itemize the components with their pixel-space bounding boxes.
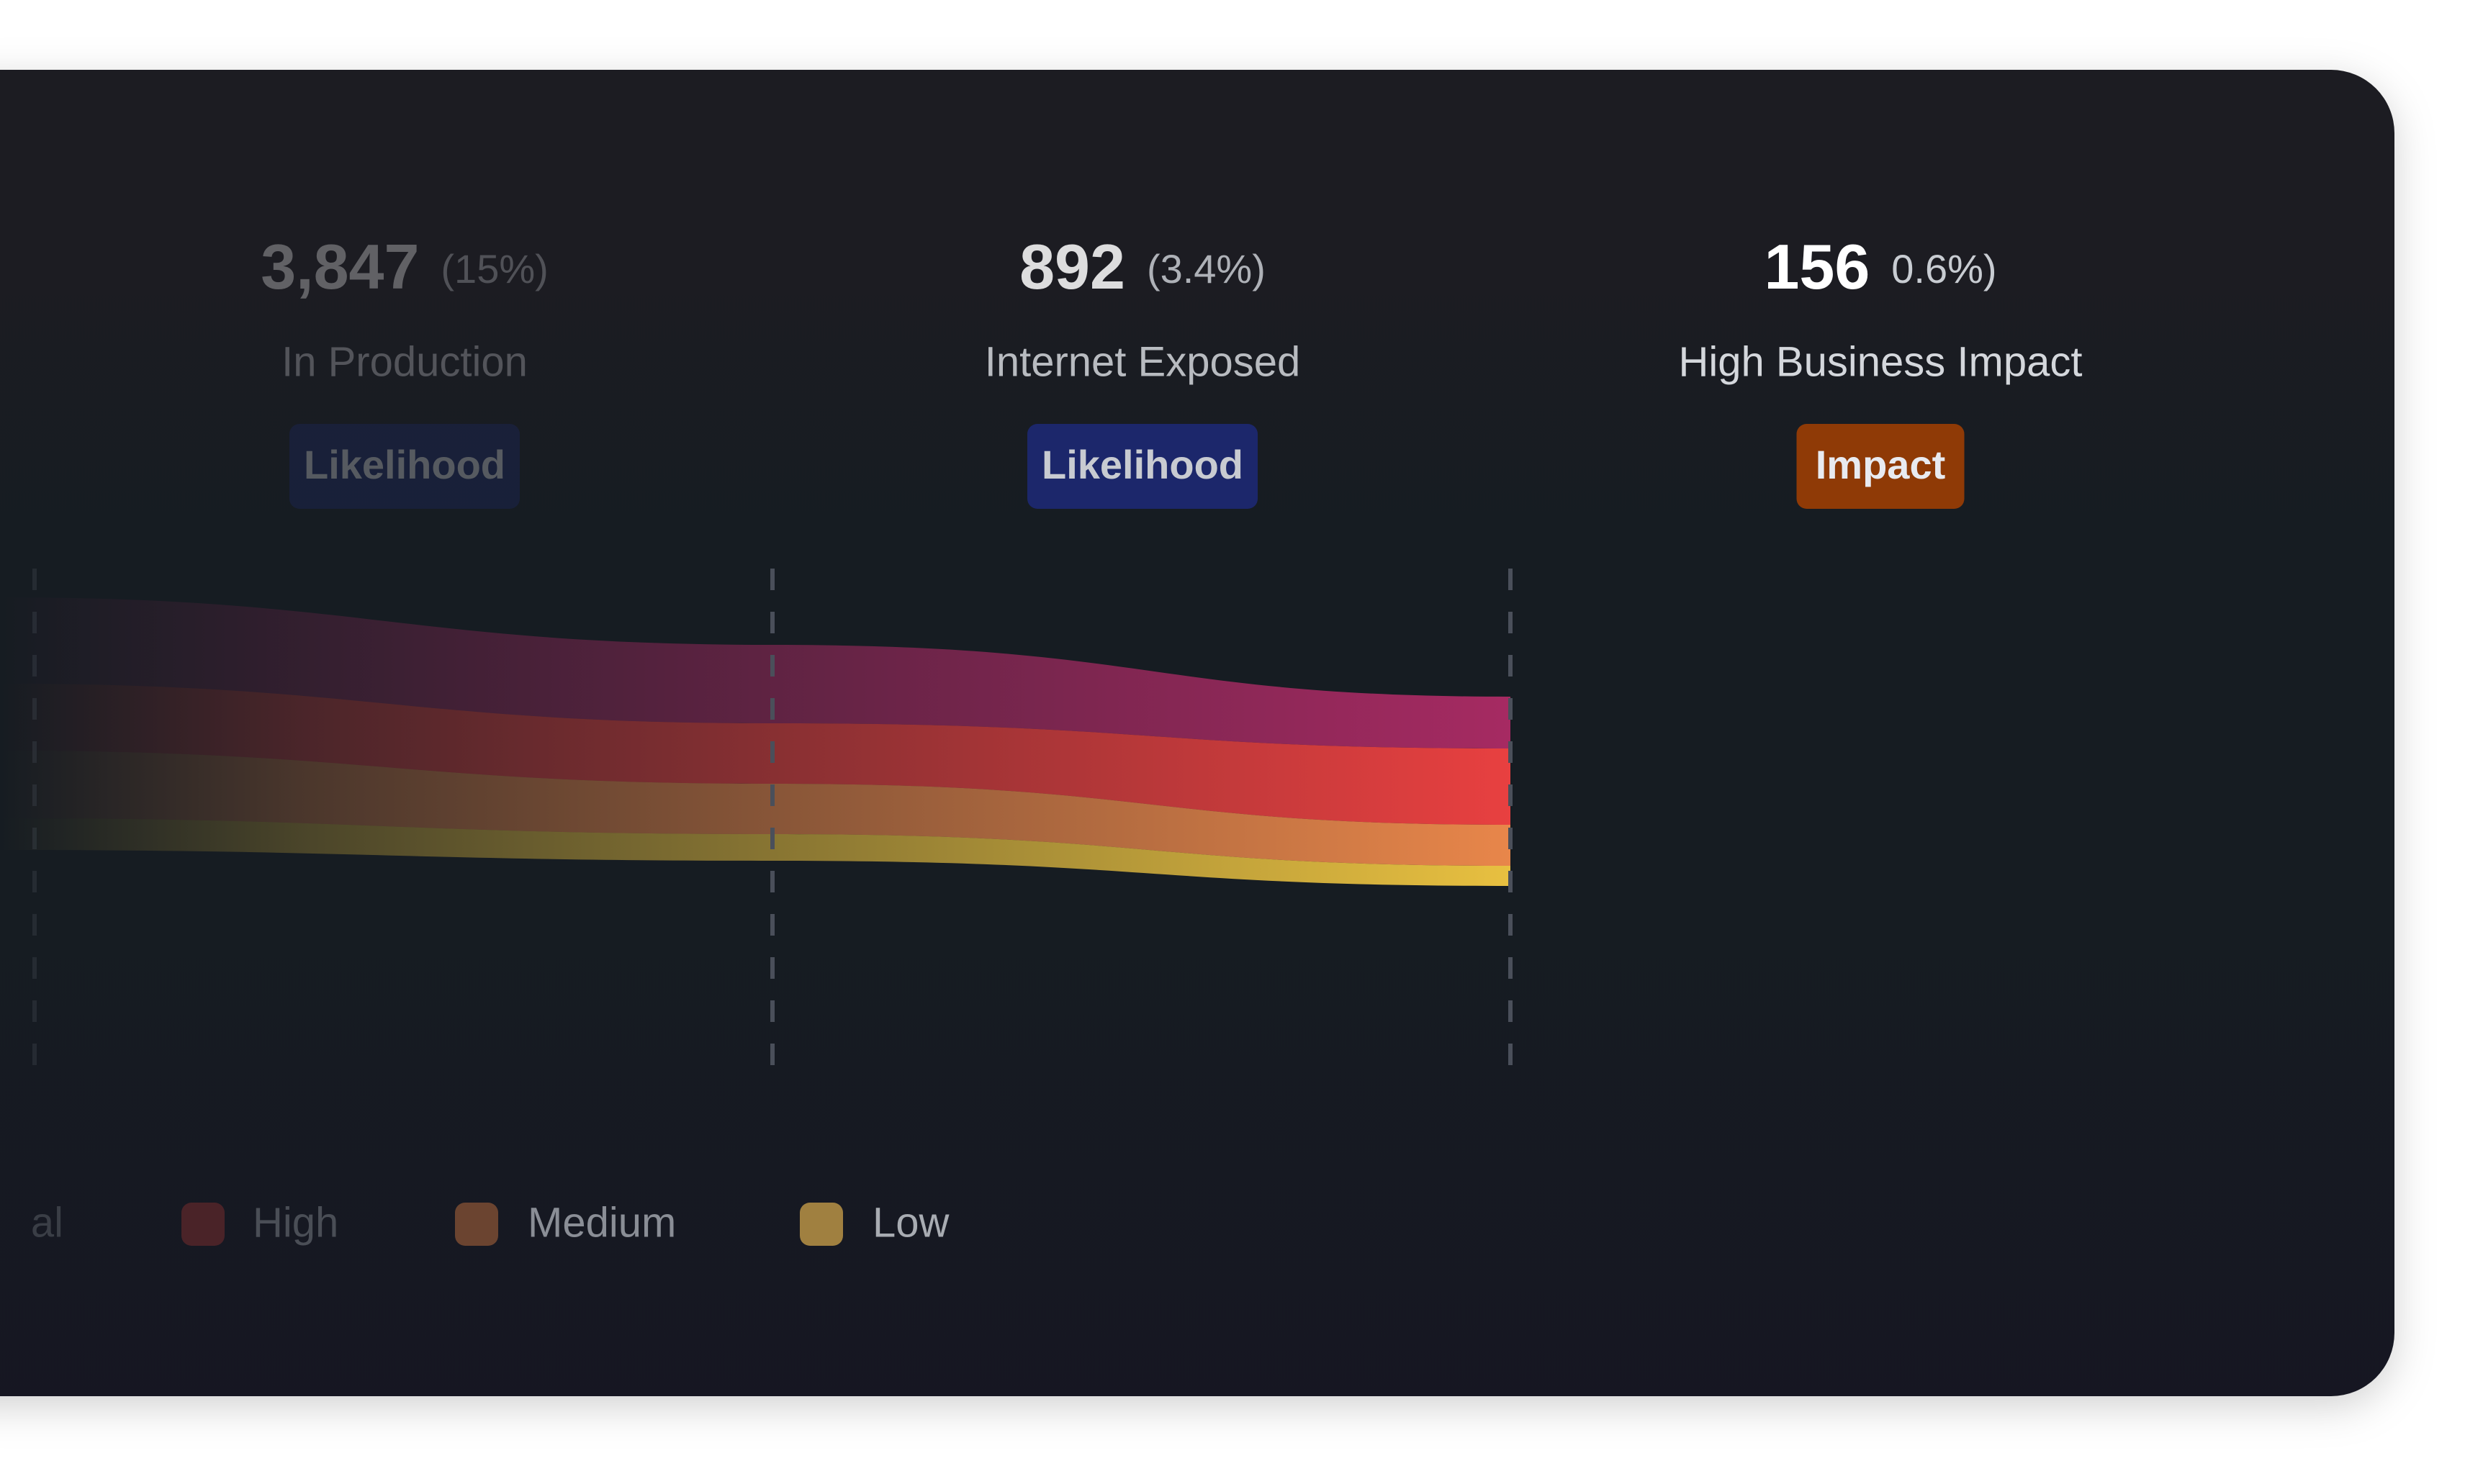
legend-label: al <box>31 1199 63 1246</box>
flow <box>0 597 1510 886</box>
band-high <box>0 684 1510 825</box>
legend: al High Medium Low <box>31 1199 950 1246</box>
badge <box>1027 424 1258 509</box>
badge <box>289 424 520 509</box>
legend-label: Low <box>873 1199 950 1246</box>
count: 156 <box>1764 231 1870 302</box>
stage: 156 0.6%) High Business Impact Impact <box>1679 231 2083 509</box>
stat: 156 0.6%) <box>1764 231 1996 302</box>
share: (15%) <box>441 246 548 291</box>
legend-swatch <box>800 1203 843 1246</box>
stage: 892 (3.4%) Internet Exposed Likelihood <box>985 231 1301 509</box>
stage-label: In Production <box>281 338 528 385</box>
legend-swatch <box>455 1203 498 1246</box>
band-low <box>0 818 1510 886</box>
stage: 3,847 (15%) In Production Likelihood <box>261 231 549 509</box>
legend-swatch <box>181 1203 225 1246</box>
legend-label: High <box>253 1199 338 1246</box>
badge-label: Impact <box>1816 442 1946 487</box>
count: 3,847 <box>261 231 419 302</box>
stage-label: High Business Impact <box>1679 338 2083 385</box>
band-critical <box>0 597 1510 748</box>
stat: 892 (3.4%) <box>1019 231 1266 302</box>
count: 892 <box>1019 231 1125 302</box>
band-medium <box>0 751 1510 866</box>
legend-label: Medium <box>528 1199 676 1246</box>
badge <box>1796 424 1965 509</box>
stat: 3,847 (15%) <box>261 231 549 302</box>
badge-label: Likelihood <box>1042 442 1243 487</box>
share: (3.4%) <box>1147 246 1266 291</box>
stage-label: Internet Exposed <box>985 338 1301 385</box>
badge-label: Likelihood <box>304 442 505 487</box>
stages: 3,847 (15%) In Production Likelihood 892 (3.4… <box>261 231 2082 509</box>
share: 0.6%) <box>1891 246 1996 291</box>
